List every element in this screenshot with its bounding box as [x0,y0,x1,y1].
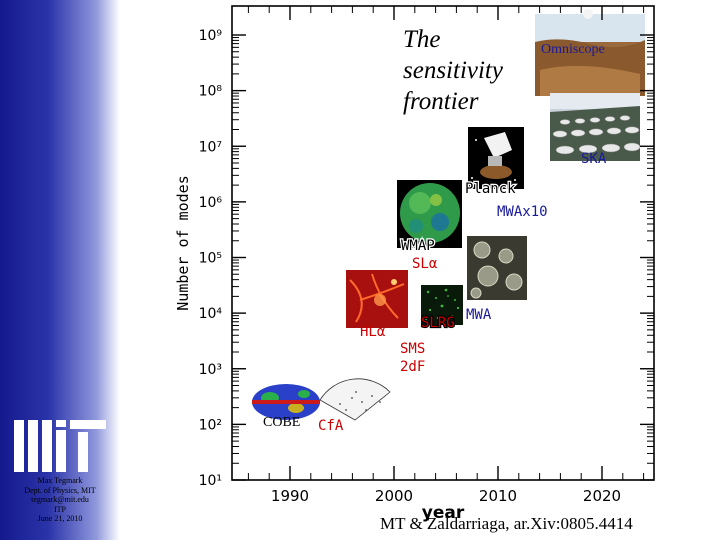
y-tick-label: 10⁹ [199,28,223,44]
x-tick-label: 2020 [583,487,621,505]
author-credits: Max Tegmark Dept. of Physics, MIT tegmar… [0,476,120,524]
y-tick-label: 10² [199,417,222,433]
title-line: The [403,26,441,53]
point-label-mwax10: MWAx10 [497,204,548,220]
point-label-cfa: CfA [318,418,344,434]
cmb-sky-map-icon [252,384,320,420]
data-point-labels: COBE CfA SMS 2dF HLα SLRG MWA WMAP SLα MWAx10 Plan… [263,42,607,434]
point-label-slrg: SLRG [421,315,455,331]
title-line: sensitivity [403,57,503,84]
y-axis: 10¹ 10² 10³ 10⁴ 10⁵ 10⁶ 10⁷ 10⁸ 10⁹ [199,28,654,489]
radio-tiles-icon [467,236,527,300]
credit-line: June 21, 2010 [37,514,83,523]
y-tick-label: 10¹ [199,473,222,489]
y-tick-label: 10⁴ [199,306,223,322]
y-tick-label: 10⁸ [199,84,223,100]
point-label-sl: SLα [412,256,438,272]
y-tick-label: 10⁵ [199,251,222,267]
galaxy-cluster-map-icon [421,285,463,325]
plot-frame [231,5,655,481]
satellite-icon [468,127,524,189]
point-label-mwa: MWA [466,307,492,323]
point-label-planck: Planck [465,181,516,197]
y-axis-label: Number of modes [174,175,192,310]
y-tick-label: 10³ [199,362,222,378]
x-axis: 1990 2000 2010 2020 [247,6,645,505]
cmb-sky-sphere-icon [397,180,462,248]
point-label-cobe: COBE [263,415,300,430]
point-label-wmap: WMAP [401,238,435,254]
citation-text: MT & Zaldarriaga, ar.Xiv:0805.4414 [380,514,633,533]
y-tick-label: 10⁷ [199,139,222,155]
point-label-ska: SKA [581,151,607,167]
y-tick-label: 10⁶ [199,195,223,211]
credit-line: Dept. of Physics, MIT [24,485,96,495]
x-axis-label: year [422,503,465,523]
mit-logo [14,420,106,472]
slide-title: The sensitivity frontier [403,24,503,117]
point-label-hl: HLα [360,324,386,340]
point-label-sms: SMS [400,341,425,357]
x-tick-label: 2000 [375,487,413,505]
point-label-omniscope: Omniscope [541,42,605,57]
x-tick-label: 1990 [271,487,309,505]
hydrogen-alpha-map-icon [346,270,408,328]
point-label-2df: 2dF [400,359,425,375]
title-line: frontier [403,88,479,115]
antenna-field-icon [550,93,641,161]
sidebar-gradient: Max Tegmark Dept. of Physics, MIT tegmar… [0,0,120,540]
credit-line: ITP [54,504,66,514]
credit-line: tegmark@mit.edu [31,495,89,504]
galaxy-survey-fan-icon [319,378,391,421]
credit-line: Max Tegmark [37,476,83,485]
landscape-photo-icon [535,9,645,96]
x-tick-label: 2010 [479,487,517,505]
